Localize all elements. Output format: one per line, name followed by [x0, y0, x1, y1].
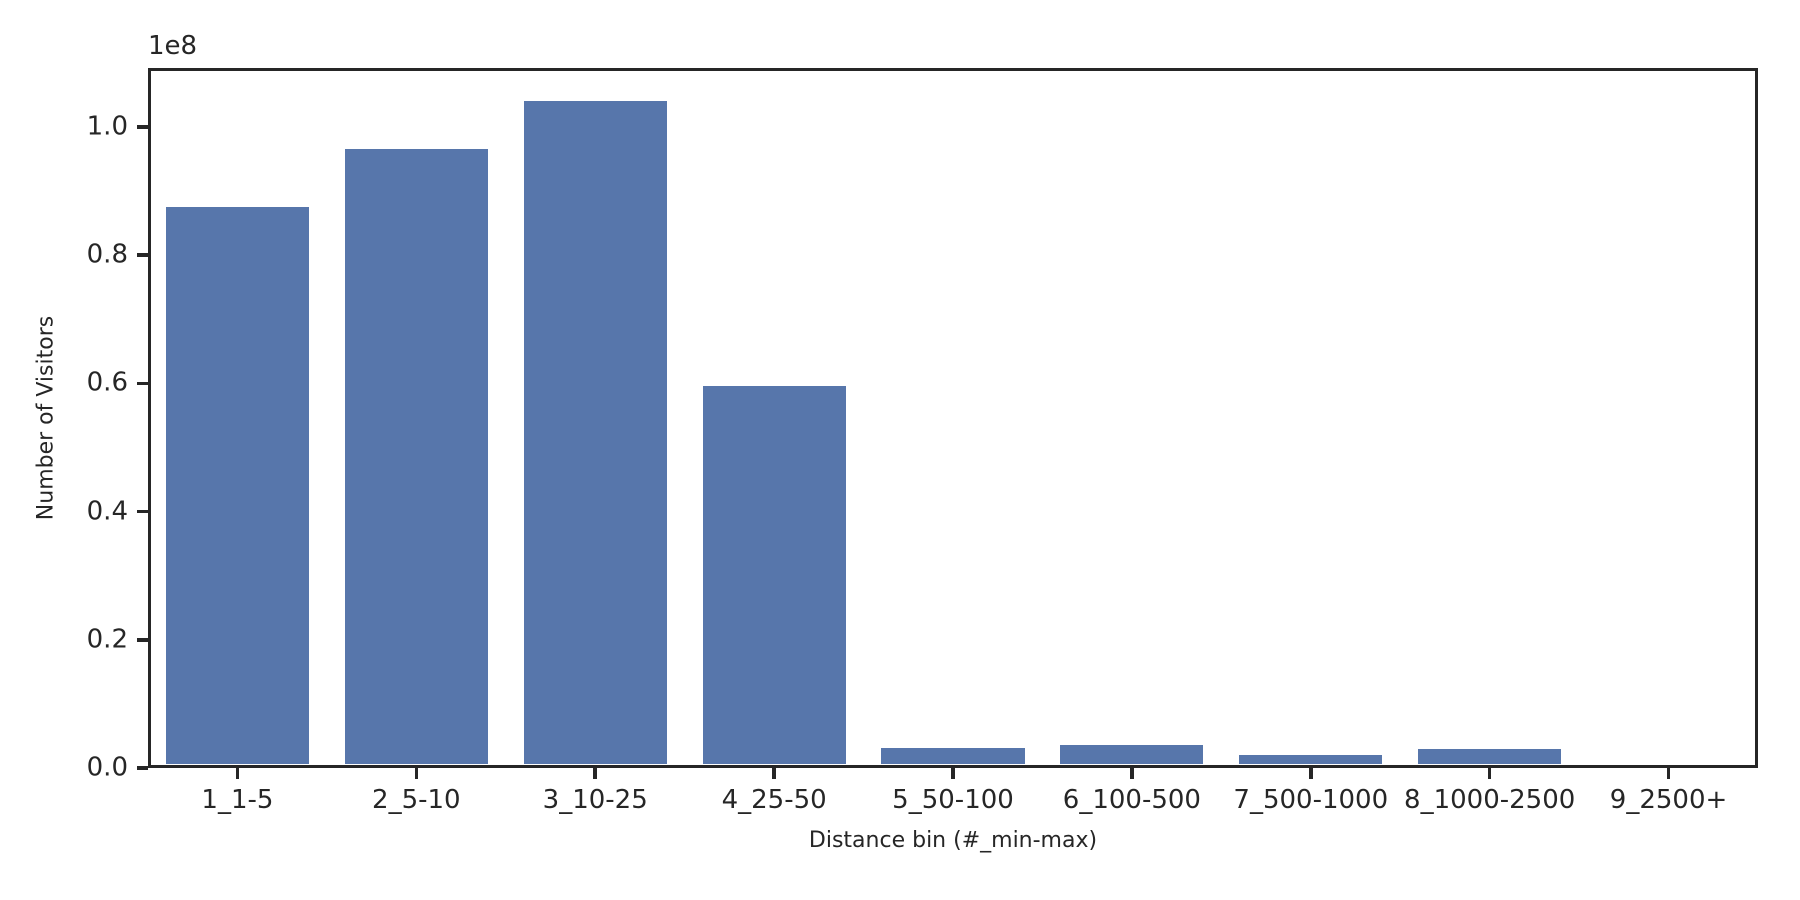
- x-tick-label: 5_50-100: [892, 785, 1014, 815]
- x-tick-label: 6_100-500: [1062, 785, 1201, 815]
- bar-2_5-10: [344, 149, 488, 765]
- y-tick: [137, 509, 148, 514]
- y-axis-offset-label: 1e8: [148, 31, 198, 61]
- x-tick: [1130, 768, 1134, 779]
- bar-1_1-5: [165, 206, 309, 765]
- bar-4_25-50: [702, 386, 846, 765]
- x-tick-label: 1_1-5: [201, 785, 274, 815]
- y-tick-label: 0.0: [86, 752, 128, 783]
- bar-5_50-100: [881, 747, 1025, 765]
- y-tick: [137, 125, 148, 129]
- y-axis-title: Number of Visitors: [33, 315, 59, 521]
- x-tick: [1666, 768, 1671, 779]
- y-tick-label: 0.6: [86, 368, 128, 399]
- x-tick: [593, 768, 597, 779]
- x-tick: [772, 768, 776, 779]
- y-tick: [137, 766, 148, 770]
- x-tick: [1487, 768, 1492, 779]
- x-tick: [414, 768, 419, 779]
- y-tick-label: 0.4: [86, 496, 128, 527]
- x-tick: [1309, 768, 1313, 779]
- x-tick-label: 4_25-50: [721, 785, 827, 815]
- bar-7_500-1000: [1239, 754, 1383, 765]
- x-tick-label: 3_10-25: [542, 785, 648, 815]
- bar-6_100-500: [1060, 744, 1204, 765]
- bar-3_10-25: [523, 101, 667, 765]
- x-tick-label: 9_2500+: [1609, 785, 1728, 815]
- x-axis-title: Distance bin (#_min-max): [808, 828, 1098, 853]
- x-tick: [235, 768, 240, 779]
- x-tick-label: 2_5-10: [372, 785, 461, 815]
- bar-8_1000-2500: [1418, 749, 1562, 765]
- y-tick-label: 1.0: [86, 111, 128, 142]
- x-tick-label: 7_500-1000: [1233, 785, 1389, 815]
- x-tick: [951, 768, 955, 779]
- y-tick: [137, 381, 148, 386]
- y-tick: [137, 638, 148, 642]
- x-tick-label: 8_1000-2500: [1404, 785, 1576, 815]
- y-tick: [137, 253, 148, 257]
- y-tick-label: 0.8: [86, 239, 128, 270]
- y-tick-label: 0.2: [86, 624, 128, 655]
